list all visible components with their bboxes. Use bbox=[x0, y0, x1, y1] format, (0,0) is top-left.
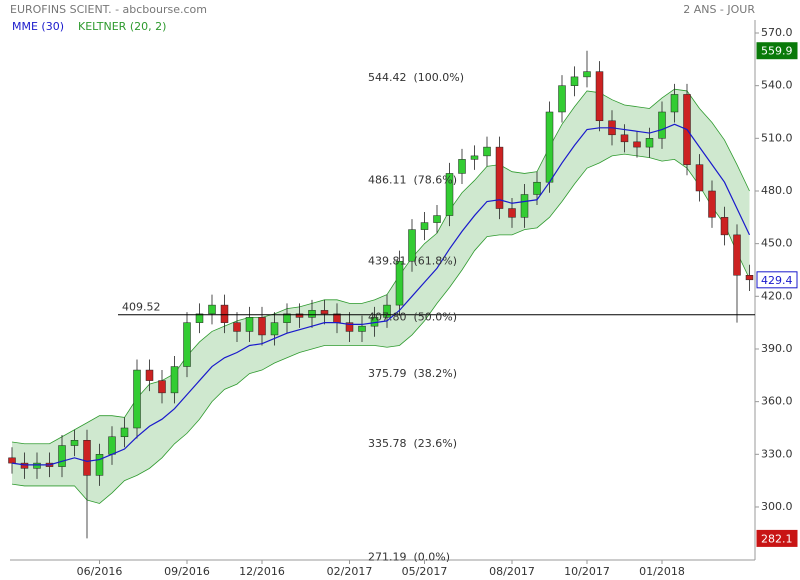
y-tick-label: 390.0 bbox=[761, 342, 793, 355]
candle-body bbox=[745, 275, 754, 281]
candle-body bbox=[283, 313, 291, 323]
candle-body bbox=[358, 325, 366, 332]
candle-body bbox=[533, 181, 541, 195]
x-tick-label: 09/2016 bbox=[164, 565, 210, 578]
y-tick-label: 510.0 bbox=[761, 131, 793, 144]
candle-body bbox=[495, 146, 504, 209]
candle-body bbox=[670, 94, 679, 113]
fib-label: 407.80 (50.0%) bbox=[368, 311, 457, 324]
period: 2 ANS - JOUR bbox=[683, 3, 755, 16]
support-label: 409.52 bbox=[122, 301, 161, 314]
candle-body bbox=[458, 159, 466, 174]
candle-body bbox=[83, 440, 91, 476]
candle-body bbox=[383, 304, 391, 318]
candle-body bbox=[708, 190, 716, 218]
fib-label: 375.79 (38.2%) bbox=[368, 367, 457, 380]
candle-body bbox=[520, 194, 529, 218]
candle-body bbox=[8, 457, 16, 464]
fib-label: 544.42 (100.0%) bbox=[368, 71, 464, 84]
price-badge-label: 559.9 bbox=[761, 45, 793, 58]
fib-label: 271.19 (0.0%) bbox=[368, 551, 450, 564]
y-tick-label: 570.0 bbox=[761, 26, 793, 39]
y-tick-label: 540.0 bbox=[761, 79, 793, 92]
keltner-lower bbox=[11, 153, 750, 504]
ema-line bbox=[11, 123, 751, 466]
y-tick-label: 360.0 bbox=[761, 395, 793, 408]
candle-body bbox=[183, 322, 191, 367]
candle-body bbox=[558, 85, 566, 113]
x-tick-label: 02/2017 bbox=[327, 565, 373, 578]
candle-body bbox=[570, 76, 579, 86]
candle-body bbox=[445, 173, 454, 216]
candle-body bbox=[270, 322, 279, 336]
candle-body bbox=[145, 369, 154, 381]
x-tick-label: 10/2017 bbox=[564, 565, 610, 578]
candle-body bbox=[258, 317, 266, 336]
price-badge bbox=[756, 42, 798, 60]
candle-body bbox=[70, 440, 79, 446]
x-tick-label: 12/2016 bbox=[239, 565, 285, 578]
keltner-band bbox=[12, 89, 750, 504]
candle-body bbox=[308, 310, 316, 318]
candle-body bbox=[95, 454, 104, 476]
y-tick-label: 420.0 bbox=[761, 289, 793, 302]
candle-body bbox=[58, 445, 66, 467]
candle-body bbox=[595, 71, 604, 122]
candle-body bbox=[545, 111, 554, 183]
chart-title: EUROFINS SCIENT. - abcbourse.com bbox=[10, 3, 207, 16]
price-badge-label: 429.4 bbox=[761, 274, 793, 287]
candle-body bbox=[195, 313, 204, 323]
fib-label: 439.81 (61.8%) bbox=[368, 255, 457, 268]
candle-body bbox=[483, 146, 491, 157]
candle-body bbox=[508, 208, 516, 218]
candle-body bbox=[233, 322, 241, 332]
candle-body bbox=[220, 304, 229, 323]
candle-body bbox=[33, 462, 41, 469]
candle-body bbox=[320, 310, 329, 315]
y-tick-label: 300.0 bbox=[761, 500, 793, 513]
candle-body bbox=[345, 322, 354, 332]
candle-body bbox=[208, 304, 216, 315]
x-tick-label: 06/2016 bbox=[77, 565, 123, 578]
candle-body bbox=[420, 222, 429, 230]
candle-body bbox=[733, 234, 741, 276]
price-badge bbox=[756, 529, 798, 547]
x-tick-label: 08/2017 bbox=[489, 565, 535, 578]
candle-body bbox=[245, 317, 254, 332]
x-tick-label: 05/2017 bbox=[402, 565, 448, 578]
candle-body bbox=[583, 71, 591, 78]
candle-body bbox=[133, 369, 141, 429]
candle-body bbox=[695, 164, 704, 192]
candle-body bbox=[658, 111, 666, 139]
candle-body bbox=[408, 229, 416, 262]
x-tick-label: 01/2018 bbox=[639, 565, 685, 578]
candle-body bbox=[720, 217, 729, 236]
candle-body bbox=[633, 141, 641, 148]
y-tick-label: 450.0 bbox=[761, 237, 793, 250]
candle-body bbox=[108, 436, 116, 455]
candle-body bbox=[395, 260, 404, 306]
fib-label: 335.78 (23.6%) bbox=[368, 437, 457, 450]
candle-body bbox=[158, 380, 166, 394]
price-badge bbox=[756, 271, 798, 289]
candle-body bbox=[470, 155, 479, 160]
candle-body bbox=[120, 427, 129, 438]
legend-entry: MME (30) bbox=[12, 20, 64, 33]
candle-body bbox=[620, 134, 629, 143]
candle-body bbox=[20, 462, 29, 469]
price-badge-label: 282.1 bbox=[761, 532, 793, 545]
y-tick-label: 480.0 bbox=[761, 184, 793, 197]
candle-body bbox=[433, 215, 441, 223]
candle-body bbox=[295, 313, 304, 318]
legend-entry: KELTNER (20, 2) bbox=[78, 20, 166, 33]
candle-body bbox=[645, 138, 654, 148]
fib-label: 486.11 (78.6%) bbox=[368, 173, 457, 186]
candle-body bbox=[170, 366, 179, 394]
y-tick-label: 330.0 bbox=[761, 447, 793, 460]
